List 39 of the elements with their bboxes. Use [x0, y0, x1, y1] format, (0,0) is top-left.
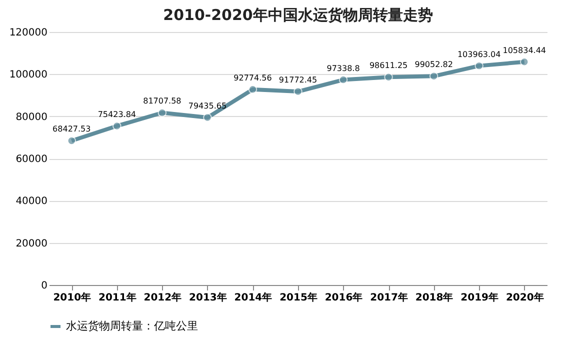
data-label: 97338.8 — [326, 64, 360, 73]
data-label: 68427.53 — [52, 124, 91, 134]
y-tick-label: 60000 — [16, 154, 48, 165]
data-label: 75423.84 — [98, 110, 136, 119]
point — [158, 108, 167, 118]
x-tick-label: 2011年 — [98, 292, 136, 304]
chart-title: 2010-2020年中国水运货物周转量走势 — [163, 6, 433, 24]
point — [203, 113, 212, 122]
x-tick-label: 2018年 — [415, 292, 454, 304]
point — [248, 85, 258, 94]
data-label: 99052.82 — [414, 60, 453, 70]
x-tick-label: 2017年 — [370, 292, 408, 304]
y-tick-label: 80000 — [16, 112, 48, 123]
data-label: 81707.58 — [143, 96, 182, 106]
point — [384, 72, 393, 82]
x-tick-label: 2019年 — [460, 292, 499, 304]
data-label: 92774.56 — [234, 73, 272, 82]
point — [520, 58, 529, 66]
point — [294, 87, 302, 96]
point — [67, 136, 76, 146]
x-tick-label: 2013年 — [189, 292, 227, 304]
data-label: 105834.44 — [502, 46, 546, 55]
data-label: 103963.04 — [457, 50, 501, 59]
point — [338, 75, 348, 84]
x-tick-label: 2016年 — [324, 292, 363, 304]
y-tick-label: 0 — [41, 280, 48, 292]
y-tick-label: 20000 — [16, 238, 48, 250]
x-tick-label: 2014年 — [234, 292, 272, 304]
y-tick-label: 100000 — [9, 70, 48, 81]
x-tick-label: 2020年 — [506, 292, 544, 304]
x-tick-label: 2015年 — [280, 292, 318, 304]
x-tick-label: 2010年 — [53, 292, 92, 304]
y-tick-label: 120000 — [9, 28, 48, 38]
data-label: 98611.25 — [369, 61, 408, 70]
y-tick-label: 40000 — [16, 196, 48, 208]
point — [112, 122, 122, 130]
x-tick-label: 2012年 — [144, 292, 182, 304]
data-label: 91772.45 — [278, 76, 318, 85]
legend-label: 水运货物周转量：亿吨公里 — [66, 320, 198, 332]
